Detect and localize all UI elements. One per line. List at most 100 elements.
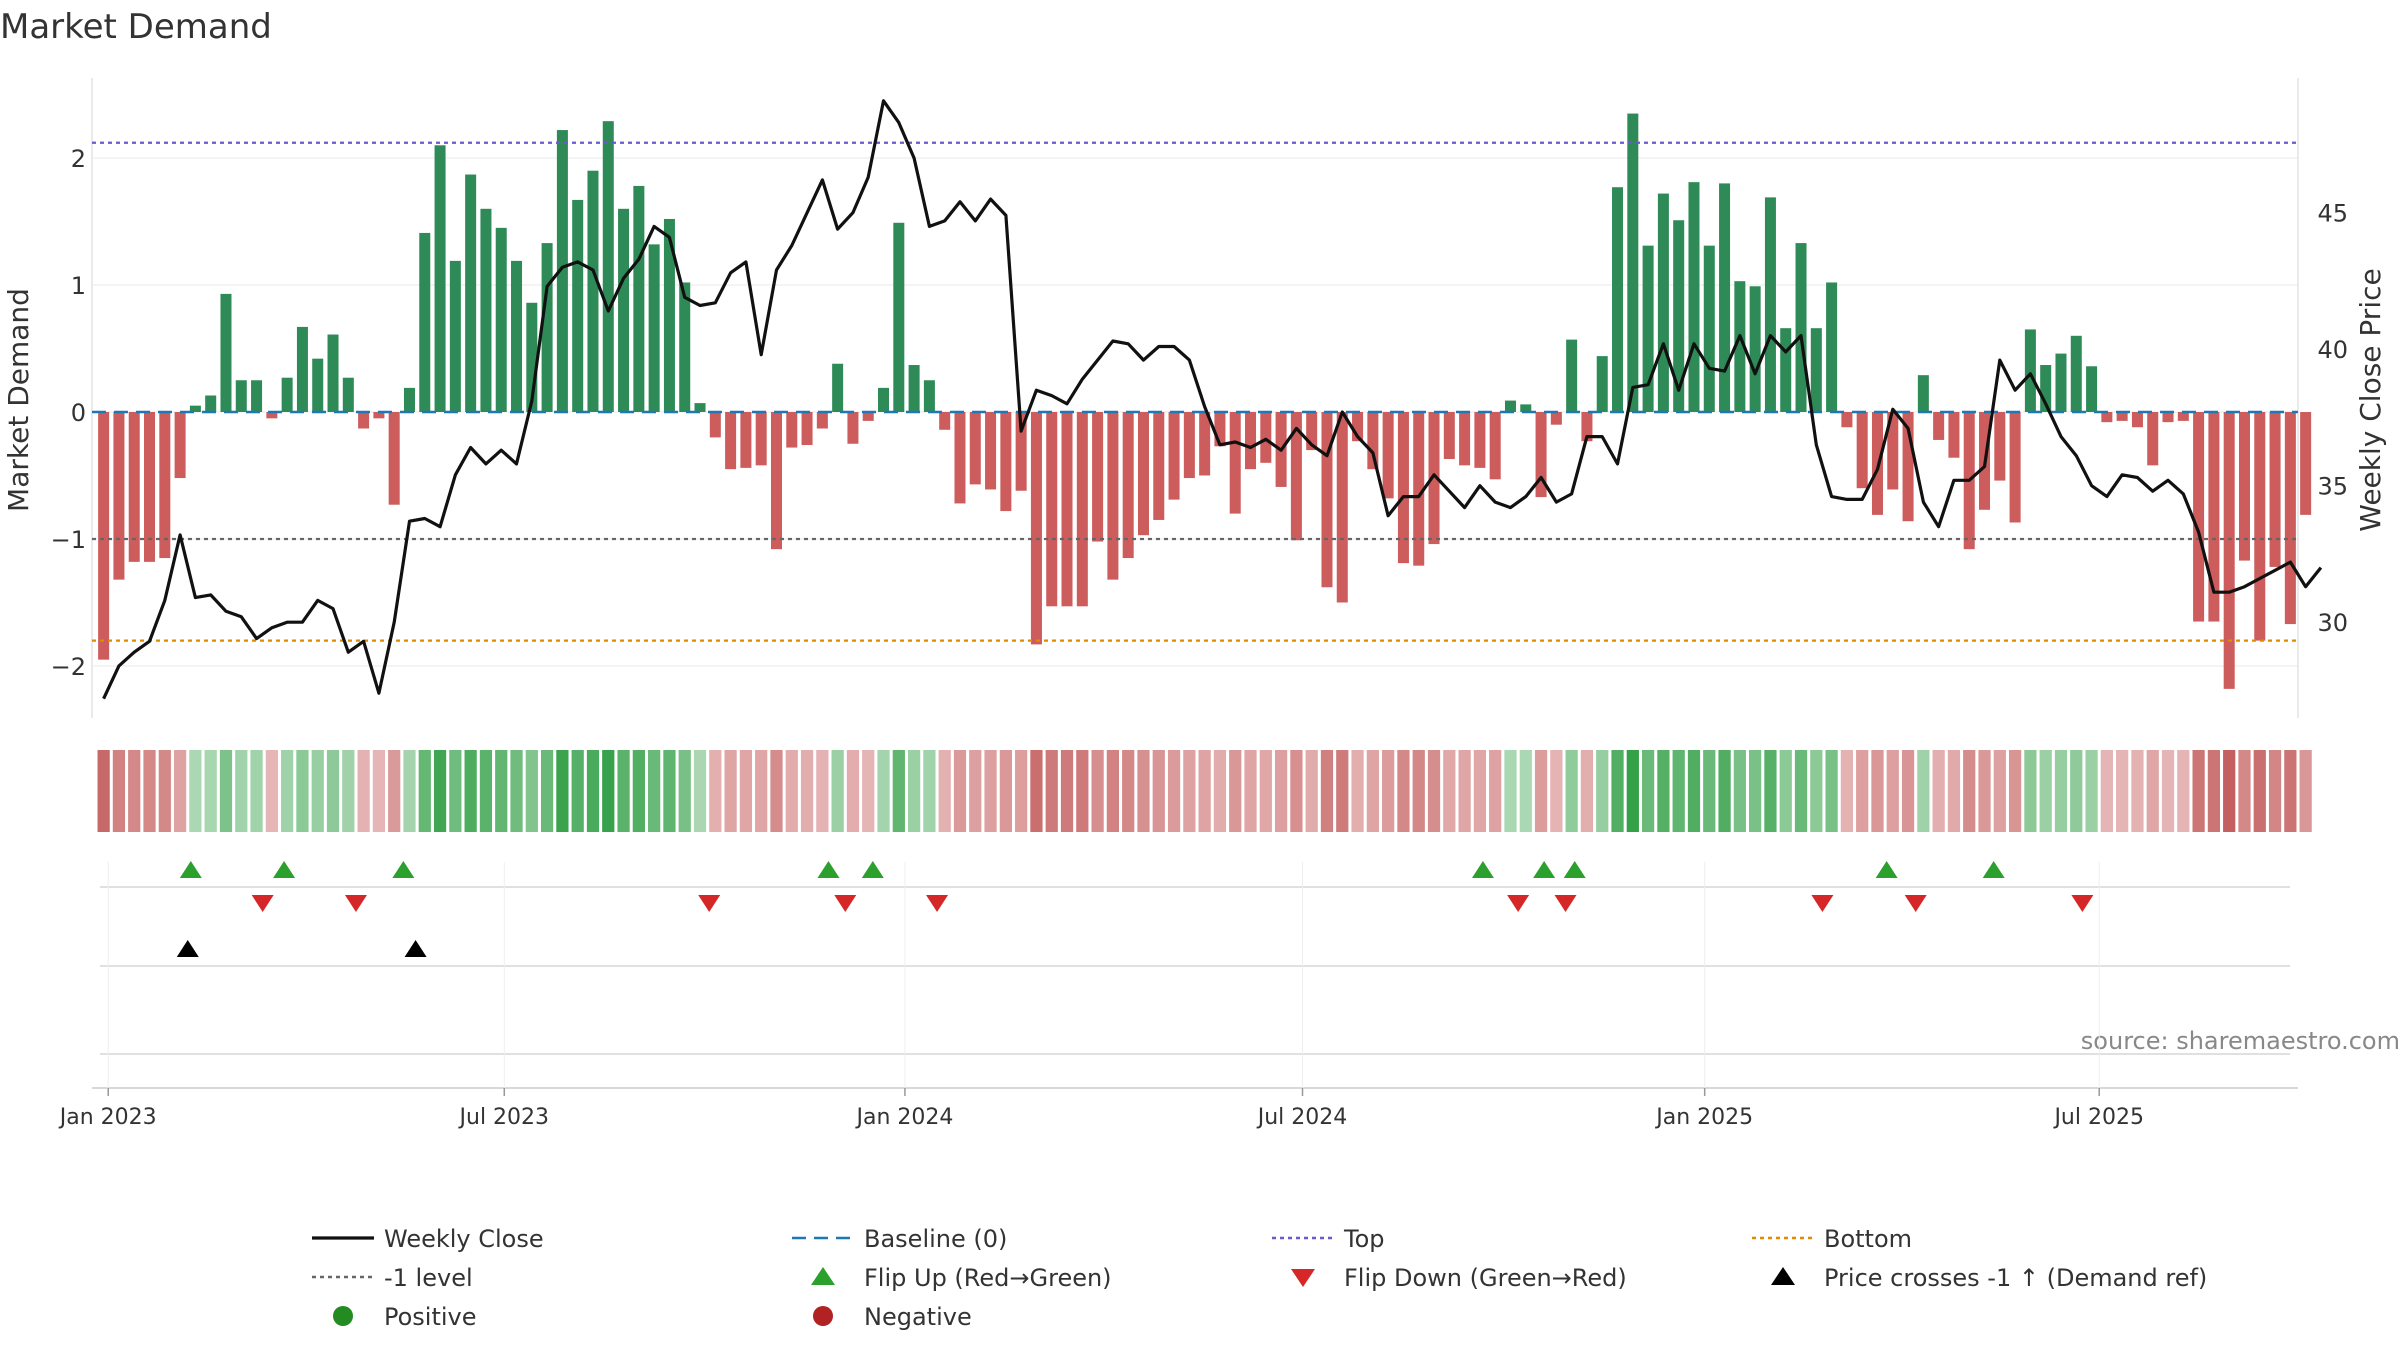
demand-bar-positive	[1749, 286, 1761, 412]
regime-cell	[479, 750, 493, 832]
regime-cell	[372, 750, 386, 832]
legend-label: Baseline (0)	[864, 1225, 1007, 1253]
x-tick-label: Jul 2024	[1256, 1105, 1348, 1130]
regime-cell	[938, 750, 951, 832]
flip-down-marker	[1554, 895, 1577, 912]
legend-swatch-circle	[333, 1306, 353, 1326]
demand-bar-positive	[403, 387, 415, 412]
demand-bar-negative	[1443, 412, 1455, 459]
flip-up-marker	[817, 861, 840, 878]
demand-bar-positive	[1673, 220, 1685, 412]
x-tick-label: Jul 2023	[458, 1105, 550, 1130]
y-axis-label: Market Demand	[2, 288, 35, 512]
x-tick-label: Jan 2025	[1654, 1105, 1753, 1130]
regime-cell	[1932, 750, 1945, 832]
regime-cell	[1978, 750, 1991, 832]
demand-bar-negative	[2238, 412, 2250, 561]
regime-cell	[1305, 750, 1318, 832]
demand-bar-positive	[495, 227, 507, 412]
regime-cell	[2284, 750, 2297, 832]
demand-bar-positive	[1917, 375, 1929, 412]
demand-bar-positive	[281, 377, 293, 412]
flip-up-marker	[392, 861, 415, 878]
demand-bar-negative	[1428, 412, 1440, 545]
regime-cell	[1749, 750, 1762, 832]
demand-bar-negative	[2101, 412, 2113, 423]
marker-rows	[100, 861, 2290, 1055]
regime-cell	[2161, 750, 2175, 832]
flip-up-marker	[861, 861, 884, 878]
demand-bar-positive	[832, 363, 844, 412]
x-tick-label: Jan 2024	[854, 1105, 953, 1130]
demand-bar-negative	[266, 412, 278, 419]
demand-bar-positive	[1703, 245, 1715, 412]
regime-cell	[449, 750, 462, 832]
regime-cell	[128, 750, 141, 832]
regime-cell	[2070, 750, 2083, 832]
demand-bar-positive	[1566, 339, 1578, 412]
y-tick-label: −2	[51, 653, 86, 681]
demand-bar-negative	[2208, 412, 2220, 622]
demand-bar-positive	[526, 302, 538, 412]
demand-bar-negative	[1015, 412, 1027, 491]
y-tick-label: 2	[71, 145, 86, 173]
demand-bar-positive	[2070, 335, 2082, 412]
regime-cell	[1917, 750, 1930, 832]
demand-bar-positive	[449, 260, 461, 412]
regime-cell	[1810, 750, 1823, 832]
demand-bar-positive	[205, 395, 217, 412]
legend-label: Negative	[864, 1303, 972, 1331]
regime-cell	[831, 750, 844, 832]
regime-cell	[1213, 750, 1227, 832]
demand-bar-negative	[2177, 412, 2189, 421]
demand-bar-negative	[1183, 412, 1195, 479]
regime-cell	[877, 750, 890, 832]
demand-bar-negative	[1199, 412, 1211, 476]
regime-cell	[1519, 750, 1532, 832]
demand-bar-positive	[1642, 245, 1654, 412]
regime-cell	[1030, 750, 1043, 832]
demand-bar-positive	[679, 282, 691, 412]
demand-bar-negative	[1382, 412, 1394, 499]
demand-bar-negative	[2162, 412, 2174, 423]
regime-cell	[1122, 750, 1135, 832]
legend-item: Bottom	[1752, 1225, 1912, 1253]
demand-bar-negative	[2284, 412, 2296, 625]
regime-cell	[1397, 750, 1410, 832]
demand-bar-negative	[98, 412, 110, 660]
demand-bar-negative	[1336, 412, 1348, 603]
demand-bar-negative	[725, 412, 737, 470]
regime-cell	[1198, 750, 1211, 832]
regime-cell	[433, 750, 447, 832]
regime-cell	[2223, 750, 2236, 832]
demand-bar-negative	[1352, 412, 1364, 442]
regime-cell	[663, 750, 676, 832]
y-tick-label: 1	[71, 272, 86, 300]
regime-cell	[143, 750, 156, 832]
regime-cell	[1641, 750, 1655, 832]
regime-cell	[1886, 750, 1899, 832]
regime-cell	[1274, 750, 1288, 832]
x-tick-label: Jan 2023	[58, 1105, 157, 1130]
demand-bar-negative	[1581, 412, 1593, 442]
demand-bar-negative	[1306, 412, 1318, 451]
regime-cell	[1366, 750, 1379, 832]
demand-bar-positive	[2086, 366, 2098, 412]
regime-cell	[755, 750, 768, 832]
demand-bar-negative	[1933, 412, 1945, 440]
demand-bar-negative	[969, 412, 981, 485]
demand-bar-positive	[296, 326, 308, 412]
demand-bar-negative	[985, 412, 997, 490]
regime-cell	[495, 750, 508, 832]
regime-cell	[602, 750, 615, 832]
regime-cell	[1244, 750, 1257, 832]
demand-bar-negative	[1994, 412, 2006, 481]
regime-cell	[770, 750, 783, 832]
regime-cell	[1718, 750, 1731, 832]
regime-cell	[1290, 750, 1303, 832]
demand-bar-positive	[663, 218, 675, 412]
flip-down-marker	[926, 895, 949, 912]
demand-bar-negative	[1948, 412, 1960, 458]
demand-bar-negative	[144, 412, 156, 562]
